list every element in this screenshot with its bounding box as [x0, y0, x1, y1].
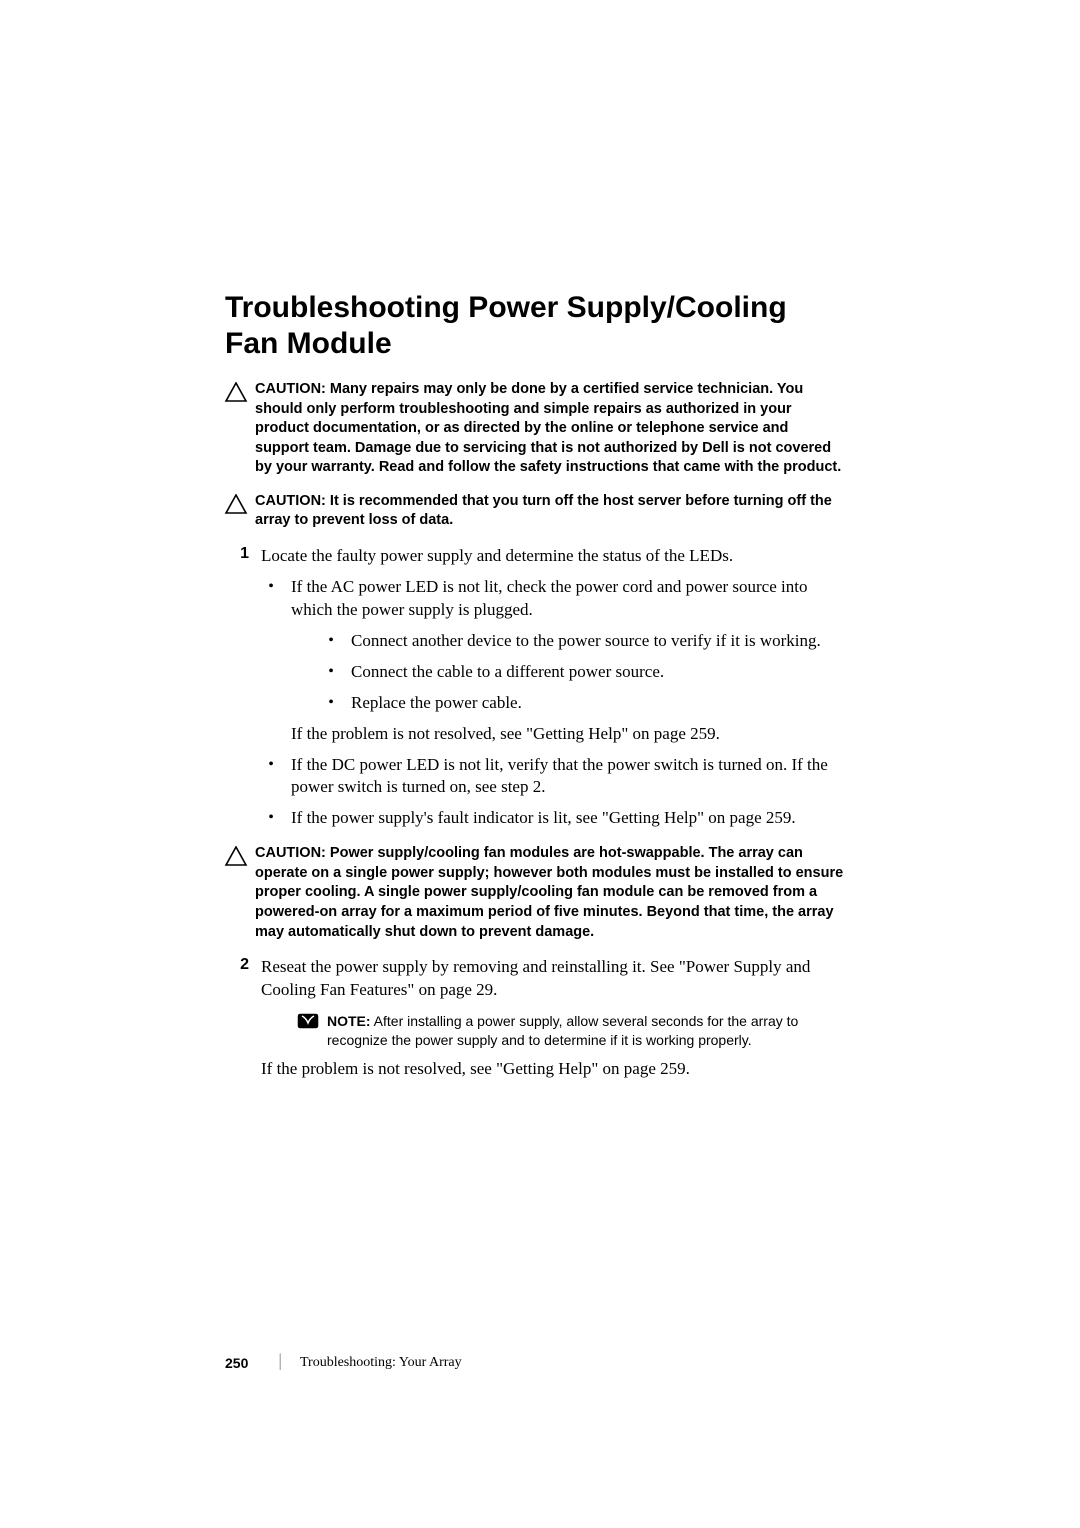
step-content: Locate the faulty power supply and deter… — [261, 545, 845, 834]
bullet-item: • If the DC power LED is not lit, verify… — [261, 754, 845, 800]
caution-text: CAUTION: It is recommended that you turn… — [255, 492, 845, 531]
page-number: 250 — [225, 1355, 248, 1371]
caution-body: Power supply/cooling fan modules are hot… — [255, 845, 843, 939]
bullet-text: If the AC power LED is not lit, check th… — [291, 577, 807, 619]
bullet-marker: • — [261, 754, 281, 800]
sub-bullet-text: Replace the power cable. — [351, 692, 845, 715]
footer-text: Troubleshooting: Your Array — [300, 1355, 462, 1371]
bullet-content: If the AC power LED is not lit, check th… — [291, 576, 845, 746]
page-footer: 250 | Troubleshooting: Your Array — [225, 1352, 462, 1373]
document-page: Troubleshooting Power Supply/Cooling Fan… — [0, 0, 1080, 1081]
sub-bullet-item: • Connect another device to the power so… — [321, 630, 845, 653]
note-block: NOTE: After installing a power supply, a… — [297, 1012, 845, 1050]
caution-label: CAUTION: — [255, 493, 326, 509]
sub-bullet-item: • Replace the power cable. — [321, 692, 845, 715]
caution-body: It is recommended that you turn off the … — [255, 493, 832, 529]
caution-body: Many repairs may only be done by a certi… — [255, 381, 841, 475]
caution-text: CAUTION: Power supply/cooling fan module… — [255, 844, 845, 942]
step-number: 2 — [225, 956, 249, 1081]
bullet-marker: • — [321, 630, 341, 653]
note-text: NOTE: After installing a power supply, a… — [327, 1012, 845, 1050]
bullet-marker: • — [261, 576, 281, 746]
caution-block-3: CAUTION: Power supply/cooling fan module… — [225, 844, 845, 942]
note-icon — [297, 1013, 319, 1038]
bullet-text: If the power supply's fault indicator is… — [291, 807, 845, 830]
sub-bullet-text: Connect another device to the power sour… — [351, 630, 845, 653]
step-1: 1 Locate the faulty power supply and det… — [225, 545, 845, 834]
bullet-item: • If the AC power LED is not lit, check … — [261, 576, 845, 746]
step-content: Reseat the power supply by removing and … — [261, 956, 845, 1081]
note-label: NOTE: — [327, 1013, 371, 1029]
step-2: 2 Reseat the power supply by removing an… — [225, 956, 845, 1081]
sub-bullet-item: • Connect the cable to a different power… — [321, 661, 845, 684]
sub-bullet-text: Connect the cable to a different power s… — [351, 661, 845, 684]
caution-icon — [225, 382, 247, 407]
footer-divider: | — [278, 1350, 282, 1371]
caution-text: CAUTION: Many repairs may only be done b… — [255, 380, 845, 478]
caution-label: CAUTION: — [255, 845, 326, 861]
bullet-item: • If the power supply's fault indicator … — [261, 807, 845, 830]
bullet-text: If the DC power LED is not lit, verify t… — [291, 754, 845, 800]
caution-block-1: CAUTION: Many repairs may only be done b… — [225, 380, 845, 478]
note-body: After installing a power supply, allow s… — [327, 1013, 798, 1048]
caution-label: CAUTION: — [255, 381, 326, 397]
bullet-marker: • — [321, 661, 341, 684]
page-title: Troubleshooting Power Supply/Cooling Fan… — [225, 290, 845, 362]
caution-icon — [225, 846, 247, 871]
caution-icon — [225, 494, 247, 519]
after-text: If the problem is not resolved, see "Get… — [261, 1058, 845, 1081]
bullet-marker: • — [261, 807, 281, 830]
step-number: 1 — [225, 545, 249, 834]
step-text: Reseat the power supply by removing and … — [261, 957, 810, 999]
caution-block-2: CAUTION: It is recommended that you turn… — [225, 492, 845, 531]
bullet-marker: • — [321, 692, 341, 715]
step-text: Locate the faulty power supply and deter… — [261, 546, 733, 565]
after-text: If the problem is not resolved, see "Get… — [291, 723, 845, 746]
sub-bullet-list: • Connect another device to the power so… — [321, 630, 845, 715]
